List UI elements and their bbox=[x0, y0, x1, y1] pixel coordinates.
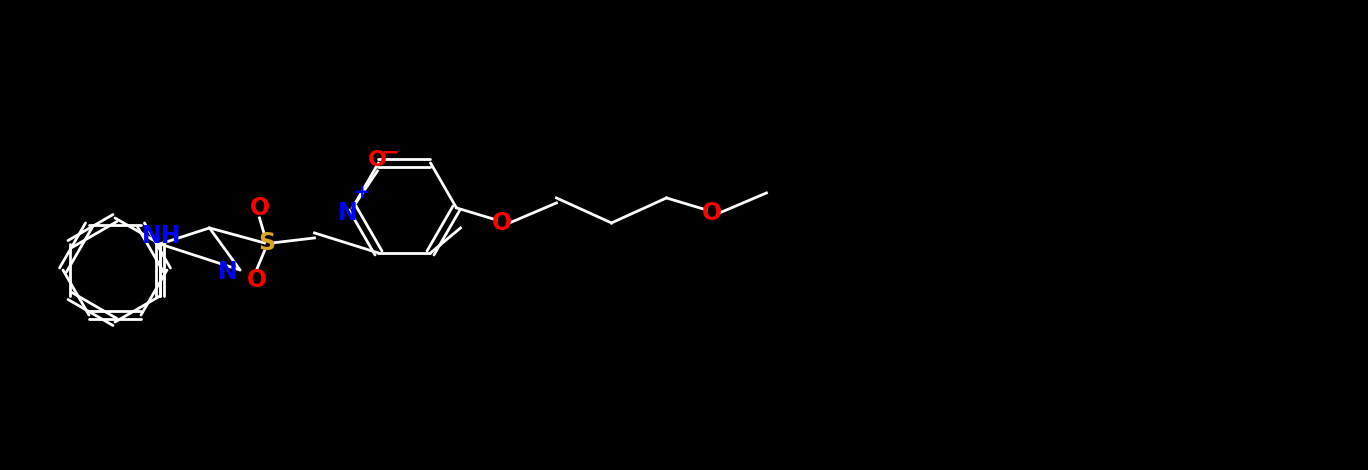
Text: −: − bbox=[382, 143, 399, 163]
Text: O: O bbox=[702, 201, 721, 225]
Text: O: O bbox=[491, 211, 512, 235]
Text: O: O bbox=[368, 150, 387, 170]
Text: +: + bbox=[354, 183, 371, 203]
Text: S: S bbox=[259, 231, 275, 255]
Text: NH: NH bbox=[142, 224, 182, 248]
Text: O: O bbox=[249, 196, 269, 220]
Text: N: N bbox=[338, 201, 357, 225]
Text: N: N bbox=[218, 260, 238, 284]
Text: O: O bbox=[246, 268, 267, 292]
